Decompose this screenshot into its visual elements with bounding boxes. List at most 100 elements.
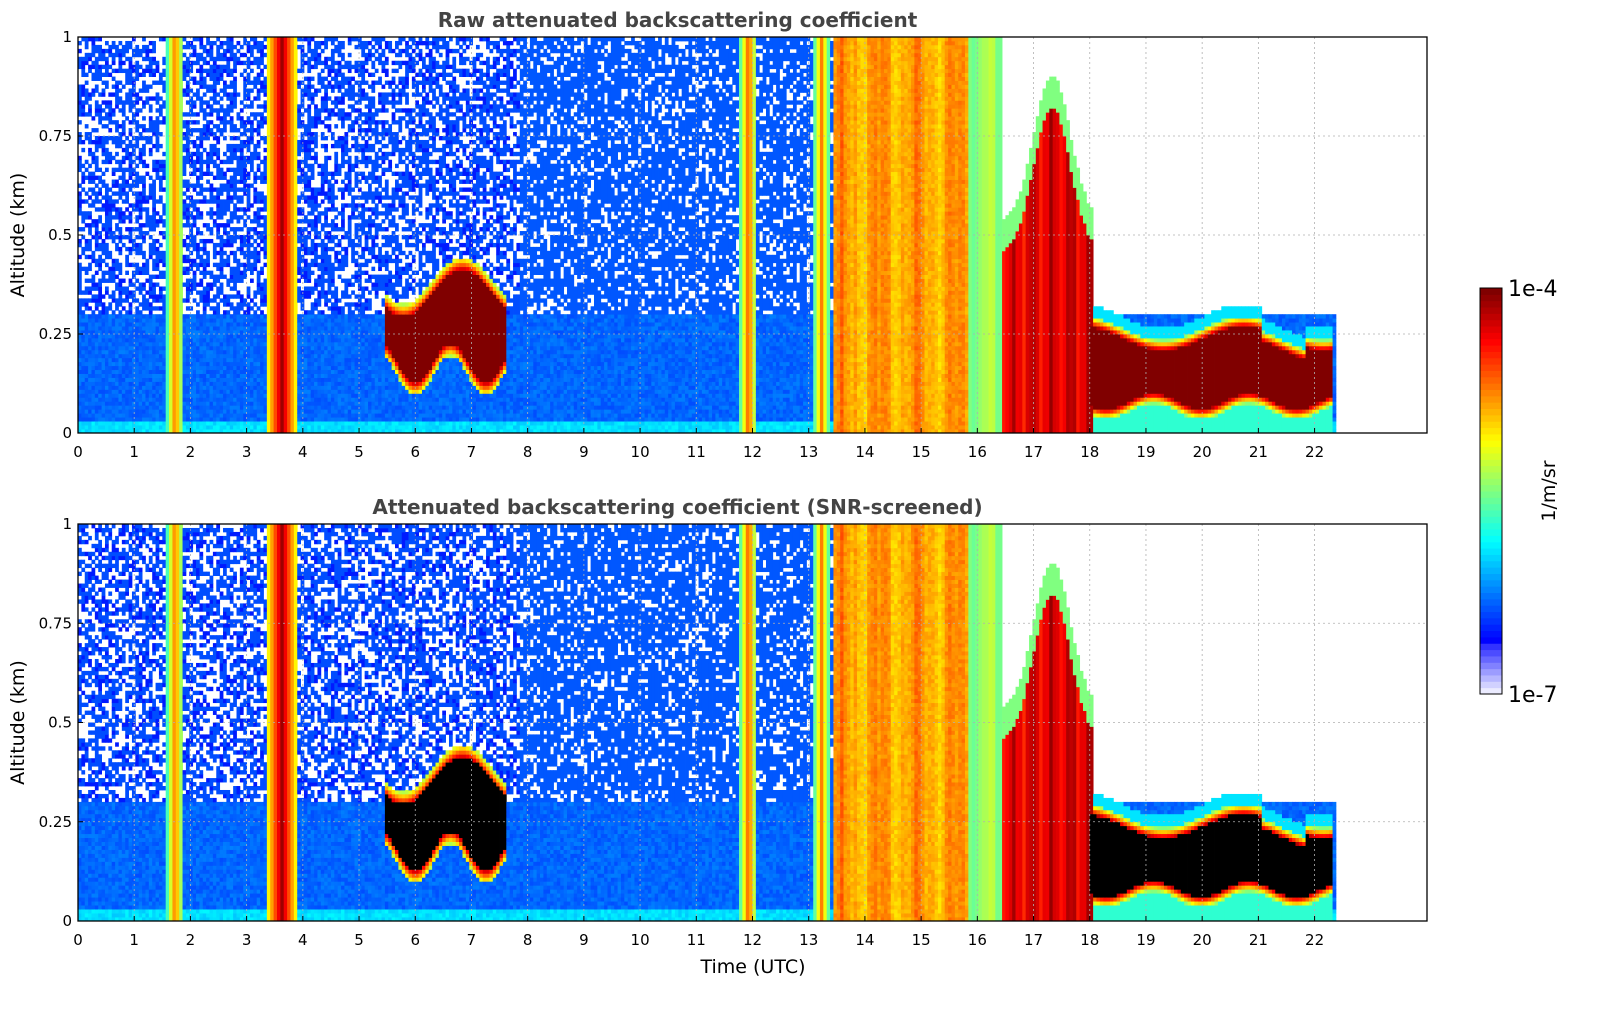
heat-cell [425,179,430,196]
heat-cell [115,242,119,252]
heat-cell [216,80,221,85]
heat-cell [239,326,244,331]
heat-cell [121,389,126,394]
heat-cell [347,80,352,85]
heat-cell [84,175,89,180]
heat-cell [216,385,221,390]
heat-cell [78,369,82,374]
heat-cell [368,421,372,426]
heat-cell [341,425,345,430]
heat-cell [378,52,382,66]
heat-cell [135,425,140,430]
heat-cell [199,322,204,327]
heat-cell [229,183,234,188]
heat-cell [121,334,126,339]
heat-cell [384,68,389,77]
heat-cell [432,203,436,208]
heat-cell [253,345,258,351]
heat-cell [314,155,318,161]
heat-cell [405,421,409,426]
heat-cell [374,254,379,260]
heat-cell [121,322,126,327]
heat-cell [199,318,204,323]
heat-cell [384,409,389,414]
heat-cell [223,238,227,244]
heat-cell [185,68,190,74]
heat-cell [199,199,204,204]
heat-cell [81,349,86,355]
heat-cell [192,381,197,386]
heat-cell [152,401,156,406]
heat-cell [84,365,89,371]
heat-cell [260,40,264,50]
heat-cell [128,421,133,426]
heat-cell [357,318,362,323]
heat-cell [88,68,92,74]
heat-cell [357,389,362,394]
heat-cell [199,429,204,433]
heat-cell [314,318,318,323]
heat-cell [145,401,150,406]
heat-cell [327,191,332,196]
heat-cell [145,397,150,402]
heat-cell [297,112,301,129]
heat-cell [344,349,349,355]
heat-cell [428,250,433,264]
heat-cell [135,429,140,433]
heat-cell [344,159,349,165]
heat-cell [368,361,372,367]
heat-cell [357,37,362,50]
heat-cell [256,112,261,117]
heat-cell [391,377,396,382]
heat-cell [357,322,362,327]
heat-cell [341,405,345,410]
heat-cell [405,385,409,390]
heat-cell [162,401,167,406]
heat-cell [78,318,82,323]
heat-cell [330,373,335,378]
heat-cell [246,139,251,145]
heat-cell [189,314,194,319]
heat-cell [391,413,396,418]
heat-cell [435,369,440,374]
heat-cell [142,136,146,141]
heat-cell [226,357,231,363]
heat-cell [401,385,406,390]
heat-cell [202,429,207,433]
heat-cell [398,302,403,307]
heat-cell [142,389,146,394]
heat-cell [212,353,217,359]
heat-cell [185,266,190,272]
heat-cell [263,377,268,382]
heat-cell [347,314,352,319]
heat-cell [391,306,396,311]
heat-cell [142,322,146,327]
heat-cell [152,60,156,66]
heat-cell [256,361,261,367]
heat-cell [185,397,190,402]
heat-cell [361,318,366,323]
heat-cell [189,337,194,347]
heat-cell [239,155,244,161]
heat-cell [104,199,109,216]
heat-cell [347,322,352,327]
heat-cell [101,207,106,212]
heat-cell [162,409,167,414]
heat-cell [351,361,355,367]
heat-cell [182,143,187,153]
heat-cell [438,397,443,406]
heat-cell [344,112,349,117]
heat-cell [233,250,237,264]
heat-cell [307,223,312,228]
heat-cell [408,56,413,62]
heat-cell [108,44,113,50]
heat-cell [381,211,386,216]
heat-cell [260,345,264,351]
heat-cell [260,298,264,303]
heat-cell [108,413,113,418]
heat-cell [314,104,318,109]
heat-cell [344,278,349,299]
heat-cell [250,349,254,355]
heat-cell [128,203,133,208]
heat-cell [233,306,237,315]
